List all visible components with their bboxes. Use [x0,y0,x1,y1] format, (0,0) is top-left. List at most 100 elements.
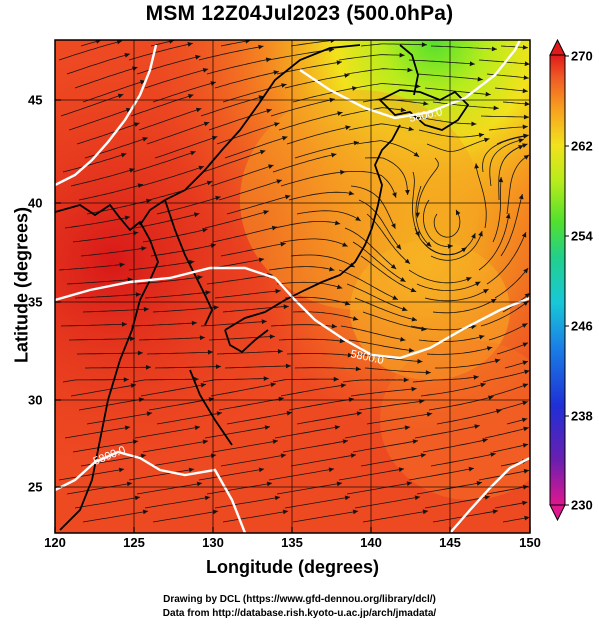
streamline-arrowhead [280,241,286,247]
streamline [422,232,476,256]
streamline-arrowhead [198,165,204,171]
streamline [80,247,147,257]
streamline-arrowhead [125,107,132,113]
streamline [360,454,427,467]
streamline-arrowhead [522,443,529,448]
streamline [142,440,209,453]
streamline-arrowhead [146,411,153,417]
streamline-arrowhead [200,382,206,388]
streamline-arrowhead [120,152,127,158]
streamline-arrowhead [411,316,417,322]
streamline-arrowhead [195,54,201,60]
streamline [416,482,483,495]
streamline-arrowhead [143,306,149,312]
streamline [146,122,210,145]
streamline-arrowhead [399,52,405,58]
streamline-arrowhead [344,495,351,501]
x-tick-label: 135 [281,535,303,550]
streamline [208,336,275,341]
streamline [130,94,194,117]
streamline [498,145,524,200]
streamline-arrowhead [348,190,355,196]
streamline [58,263,125,271]
streamline [72,440,139,453]
streamline-arrowhead [275,288,281,294]
streamline-arrowhead [202,68,209,73]
streamline [220,243,286,257]
streamline-arrowhead [408,126,414,132]
streamline-arrowhead [524,515,530,521]
streamline-arrowhead [329,266,335,272]
streamline [366,413,433,425]
streamline [294,367,362,370]
streamline [294,141,360,159]
streamline [417,157,439,218]
streamline-arrowhead [471,324,477,330]
streamline-arrowhead [524,293,530,299]
streamline-arrowhead [190,150,196,156]
streamline-arrowhead [118,467,125,473]
streamline [416,281,481,291]
streamline [206,274,273,285]
streamline-arrowhead [390,264,397,269]
y-axis-title: Latitude (degrees) [11,206,32,364]
streamline [422,439,488,453]
streamline-arrowhead [478,132,485,138]
streamline-arrowhead [494,358,501,364]
streamline-arrowhead [134,122,140,127]
streamline-arrowhead [213,305,219,310]
streamline-arrowhead [339,338,345,344]
streamline [60,94,124,117]
streamline [86,412,153,425]
streamline-arrowhead [140,453,147,459]
streamline-arrowhead [475,281,481,287]
streamline-arrowhead [276,179,282,184]
streamline [486,231,527,285]
streamline-arrowhead [344,73,350,78]
streamline-arrowhead [130,383,136,388]
streamline-arrowhead [407,67,413,73]
streamline-arrowhead [414,495,421,501]
streamline-arrowhead [197,275,203,280]
streamline [268,266,335,271]
streamline-arrowhead [524,61,530,67]
streamline-arrowhead [337,111,343,116]
streamline-arrowhead [334,425,340,430]
streamline [134,213,200,229]
streamline [128,42,193,61]
streamline-arrowhead [137,183,144,188]
streamline [146,351,214,355]
streamline-arrowhead [417,358,423,364]
streamline [280,171,346,187]
streamline [500,193,523,257]
streamline [204,426,271,439]
streamline-arrowhead [471,233,476,239]
streamline-arrowhead [421,42,427,48]
streamline-arrowhead [265,57,272,63]
streamline-arrowhead [392,192,397,198]
streamline [286,353,353,356]
streamline-arrowhead [202,227,208,233]
streamline-arrowhead [401,306,408,312]
streamline-arrowhead [522,45,528,50]
streamline [226,195,291,215]
streamline [276,482,343,495]
streamline [340,107,407,117]
streamline-arrowhead [400,107,406,113]
streamline [132,151,196,173]
streamline-arrowhead [140,79,146,85]
streamline-arrowhead [403,377,409,383]
x-axis-title: Longitude (degrees) [205,557,379,577]
streamline-arrowhead [522,88,528,94]
streamline-arrowhead [484,137,490,143]
streamline [206,482,273,495]
streamline [224,136,288,159]
streamline [222,306,289,313]
streamline [412,171,420,237]
streamline [492,443,529,453]
streamline-arrowhead [426,241,432,247]
streamline-arrowhead [523,75,529,80]
streamline-arrowhead [124,215,130,221]
y-tick-label: 45 [28,92,43,108]
